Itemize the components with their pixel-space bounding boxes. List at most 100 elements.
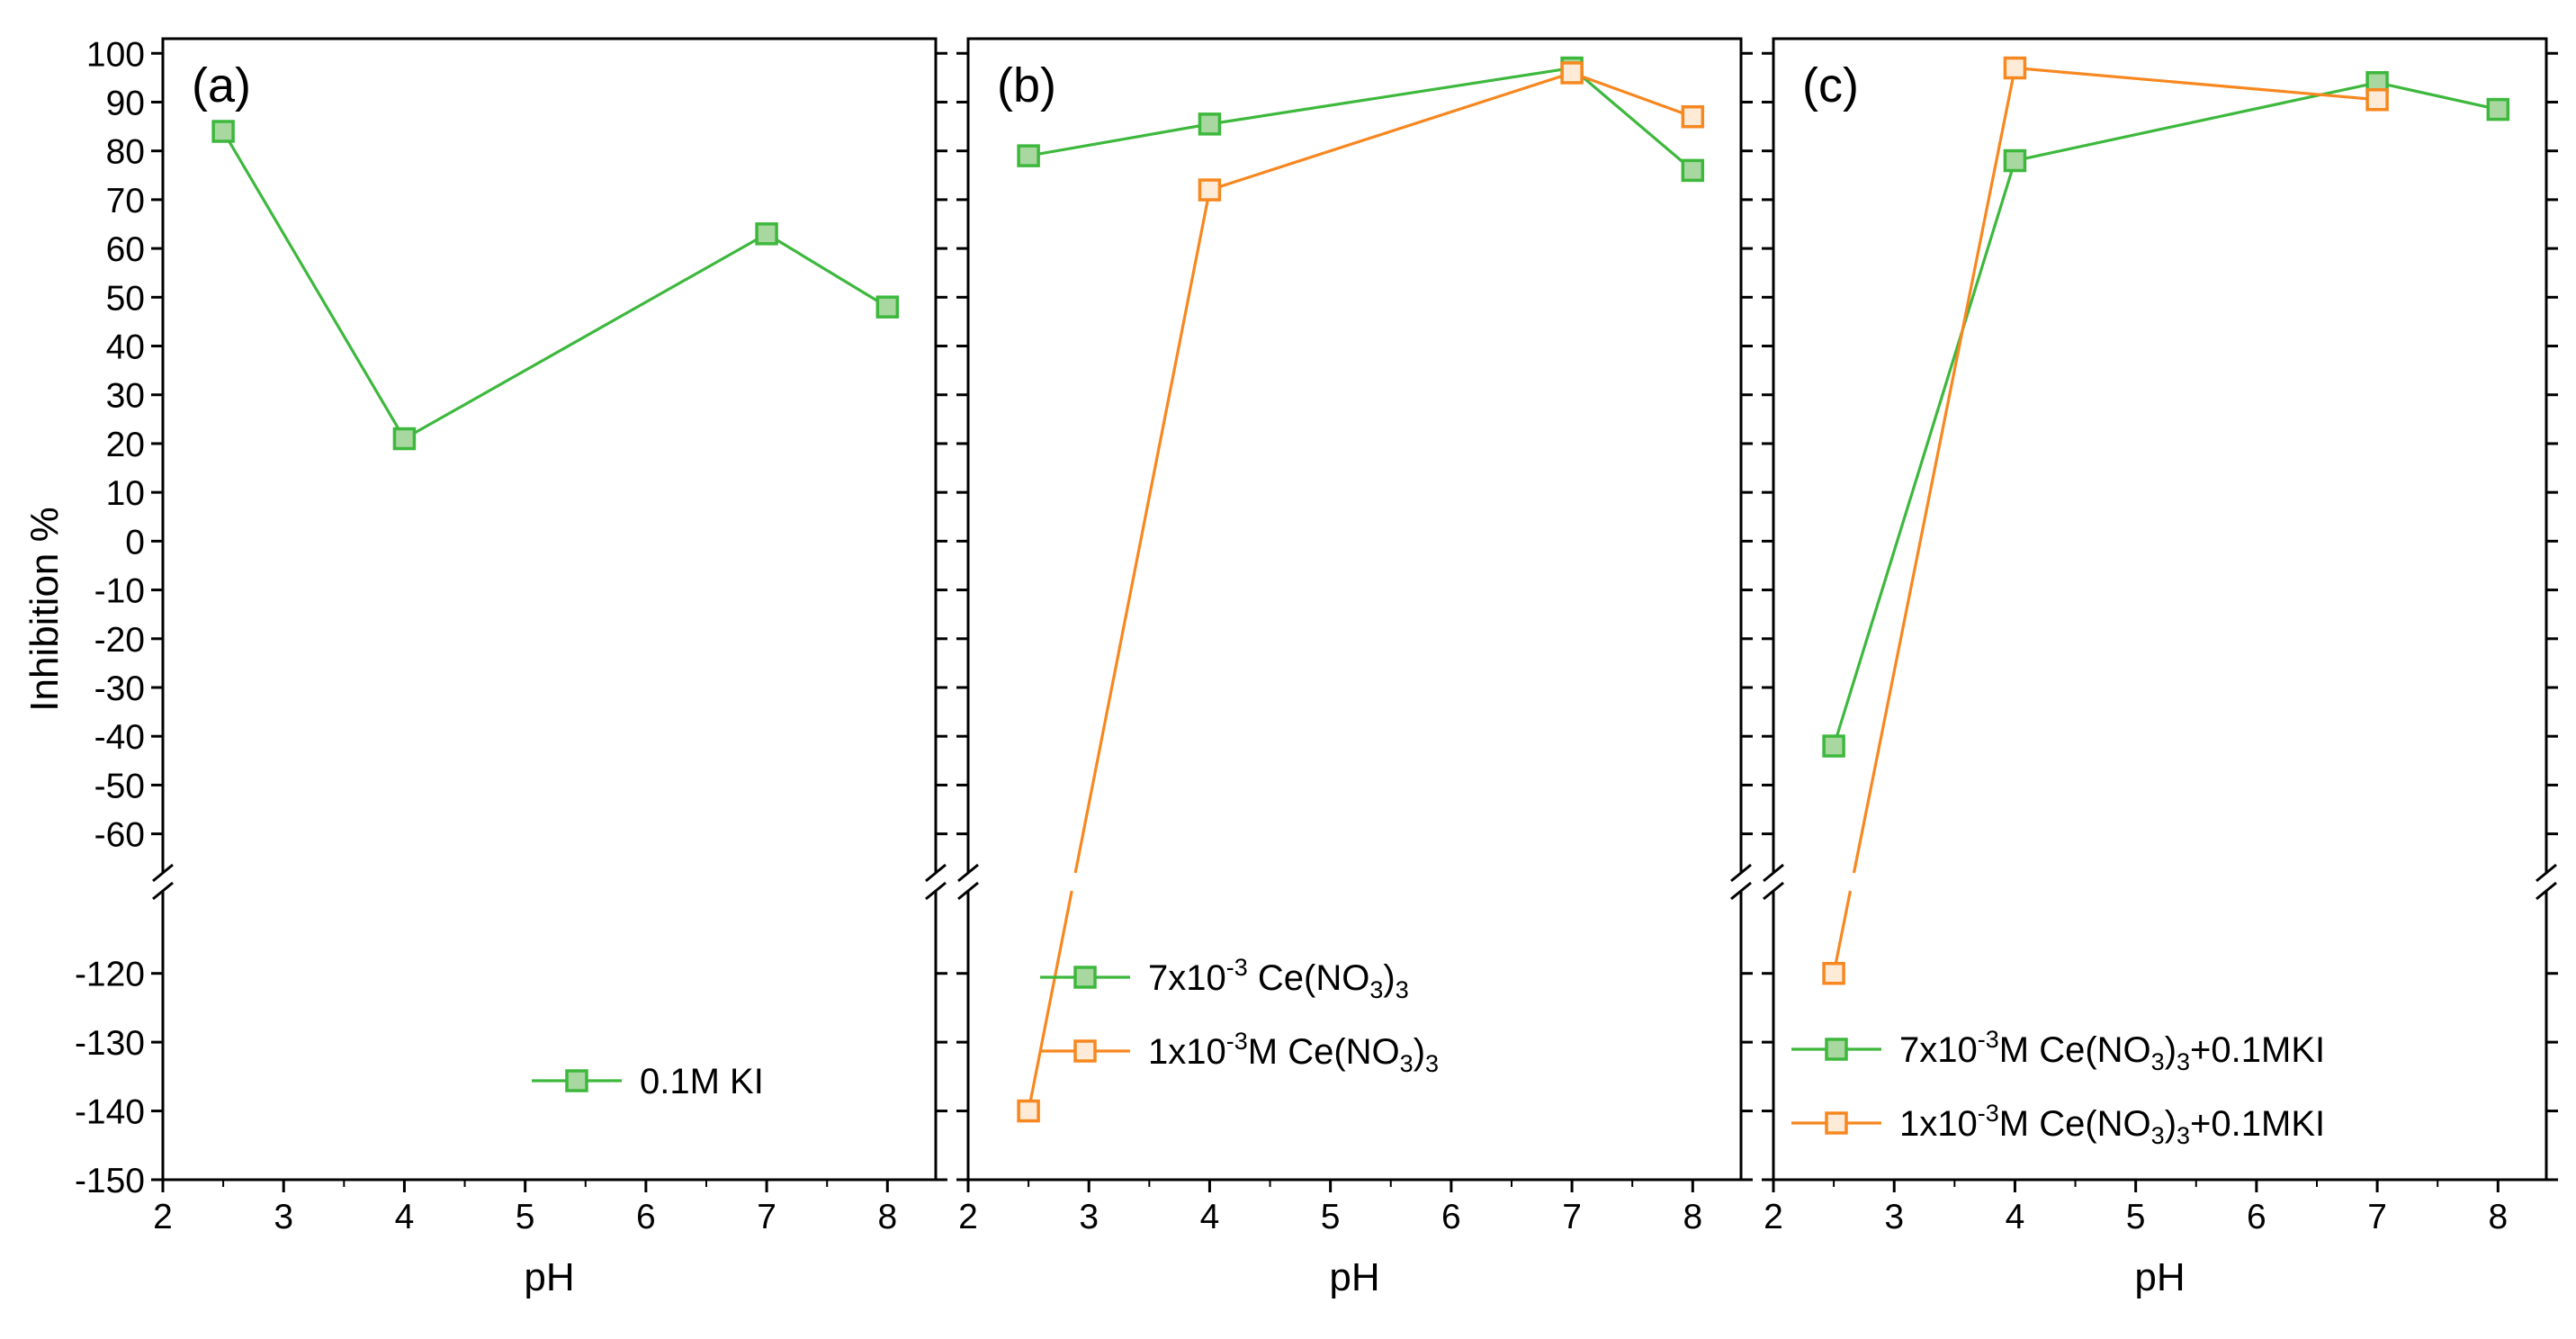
axis-break-mark — [925, 881, 947, 901]
legend-marker — [1073, 966, 1097, 989]
data-point — [1198, 178, 1222, 202]
legend-entry: 0.1M KI — [532, 1062, 764, 1101]
x-axis-label: pH — [1329, 1255, 1379, 1299]
x-tick-label: 7 — [1562, 1198, 1582, 1236]
panel-3: 2 3 4 5 6 7 8pH(c)7x10-3M Ce(NO3)3+0.1MKI1x10-… — [1762, 37, 2558, 1299]
x-tick-label: 7 — [757, 1198, 776, 1236]
x-tick-label: 8 — [2488, 1198, 2508, 1236]
x-tick-label: 4 — [395, 1198, 415, 1236]
y-axis-label: Inhibition % — [22, 507, 67, 711]
axis-break-mark — [2536, 881, 2557, 901]
series-line — [1852, 67, 2017, 874]
y-tick-label: 40 — [106, 328, 145, 367]
y-tick-label: -150 — [75, 1162, 145, 1200]
y-tick-label: 90 — [106, 84, 145, 122]
x-tick-label: 2 — [1764, 1198, 1783, 1236]
y-tick-label: 70 — [106, 182, 145, 220]
series-2 — [1822, 56, 2389, 985]
legend-marker — [1073, 1039, 1097, 1063]
series-line — [2015, 66, 2378, 102]
series-line — [1832, 890, 1853, 975]
data-point — [2486, 97, 2510, 121]
text-part: 3 — [1400, 1050, 1414, 1077]
axis-break-mark — [1730, 863, 1752, 883]
legend-label: 1x10-3M Ce(NO3)3 — [1148, 1028, 1439, 1077]
y-tick-label: 20 — [106, 426, 145, 464]
series-line — [1027, 890, 1073, 1111]
text-part: -3 — [1226, 1028, 1248, 1055]
text-part: 3 — [2151, 1122, 2165, 1149]
legend-label: 7x10-3M Ce(NO3)3+0.1MKI — [1899, 1026, 2325, 1075]
x-axis-label: pH — [524, 1255, 574, 1299]
data-point — [392, 427, 417, 451]
x-tick-label: 7 — [2367, 1198, 2387, 1236]
data-point — [875, 295, 900, 319]
series-line — [1571, 71, 1693, 119]
series-line — [1073, 189, 1212, 874]
data-point — [1017, 144, 1040, 167]
frame-lower — [1772, 891, 2548, 1182]
x-tick-label: 8 — [877, 1198, 897, 1236]
y-tick-label: 50 — [106, 279, 145, 318]
panel-label: (c) — [1802, 58, 1859, 112]
data-point — [1822, 734, 1845, 758]
text-part: ) — [1414, 1032, 1425, 1072]
text-part: Ce(NO — [1248, 958, 1370, 998]
text-part: ) — [2165, 1104, 2177, 1144]
series-line — [1208, 71, 1573, 192]
text-part: M Ce(NO — [1999, 1030, 2151, 1070]
x-tick-label: 6 — [2247, 1198, 2266, 1236]
y-tick-label: -40 — [94, 718, 145, 757]
x-tick-label: 3 — [1079, 1198, 1099, 1236]
y-tick-label: 30 — [106, 377, 145, 416]
data-point — [2003, 56, 2027, 80]
data-point — [2365, 88, 2389, 112]
legend-marker — [1825, 1111, 1848, 1135]
series-line — [221, 130, 406, 440]
frame-upper — [1772, 37, 2548, 873]
axis-break-mark — [152, 863, 174, 883]
data-point — [1017, 1099, 1040, 1123]
y-tick-label: 100 — [86, 35, 145, 74]
y-tick-label: -10 — [94, 572, 145, 611]
x-tick-label: 6 — [1441, 1198, 1461, 1236]
text-part: -3 — [1226, 954, 1248, 981]
data-point — [2003, 148, 2027, 173]
text-part: ) — [1383, 958, 1395, 998]
axis-break-mark — [957, 881, 979, 901]
legend-marker — [1825, 1038, 1848, 1061]
text-part: 3 — [2177, 1048, 2190, 1075]
frame-lower — [966, 891, 1743, 1182]
y-tick-label: -20 — [94, 621, 145, 660]
series-1 — [211, 120, 900, 451]
axis-break-mark — [925, 863, 947, 883]
x-tick-label: 5 — [516, 1198, 535, 1236]
legend-entry: 1x10-3M Ce(NO3)3+0.1MKI — [1791, 1100, 2325, 1149]
data-point — [1681, 158, 1705, 183]
text-part: 7x10 — [1148, 958, 1226, 998]
y-tick-label: -30 — [94, 670, 145, 708]
legend-label: 0.1M KI — [640, 1062, 764, 1101]
x-tick-label: 5 — [1321, 1198, 1341, 1236]
x-tick-label: 3 — [274, 1198, 293, 1236]
axis-break-mark — [152, 881, 174, 901]
y-tick-label: -60 — [94, 816, 145, 855]
text-part: 3 — [1425, 1050, 1439, 1077]
text-part: M Ce(NO — [1999, 1104, 2151, 1144]
x-tick-label: 5 — [2126, 1198, 2146, 1236]
text-part: 3 — [2177, 1122, 2190, 1149]
y-tick-label: -140 — [75, 1093, 145, 1132]
data-point — [1198, 112, 1222, 136]
legend-entry: 1x10-3M Ce(NO3)3 — [1040, 1028, 1439, 1077]
y-tick-label: 0 — [125, 523, 145, 562]
x-tick-label: 2 — [958, 1198, 978, 1236]
axis-break-mark — [1763, 881, 1784, 901]
text-part: -3 — [1978, 1026, 1999, 1053]
text-part: 7x10 — [1899, 1030, 1978, 1070]
legend-label: 7x10-3 Ce(NO3)3 — [1148, 954, 1409, 1003]
text-part: 3 — [1369, 976, 1383, 1003]
legend-marker — [565, 1069, 588, 1092]
x-tick-label: 6 — [636, 1198, 656, 1236]
